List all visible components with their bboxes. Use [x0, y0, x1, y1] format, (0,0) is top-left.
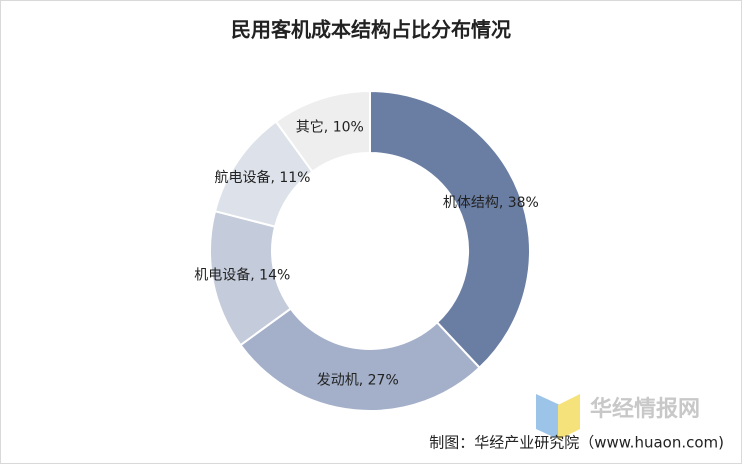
data-label: 机电设备, 14% [194, 266, 290, 283]
slice [239, 307, 481, 412]
slice [369, 89, 531, 370]
watermark: 华经情报网 [590, 396, 700, 422]
data-label: 发动机, 27% [317, 372, 399, 388]
chart-title: 民用客机成本结构占比分布情况 [231, 18, 511, 42]
data-label: 其它, 10% [296, 118, 364, 135]
data-label: 航电设备, 11% [214, 169, 310, 186]
watermark-logo [536, 394, 580, 440]
source: 制图：华经产业研究院（www.huaon.com) [429, 434, 724, 452]
data-label: 机体结构, 38% [443, 195, 539, 211]
slice [274, 89, 371, 174]
